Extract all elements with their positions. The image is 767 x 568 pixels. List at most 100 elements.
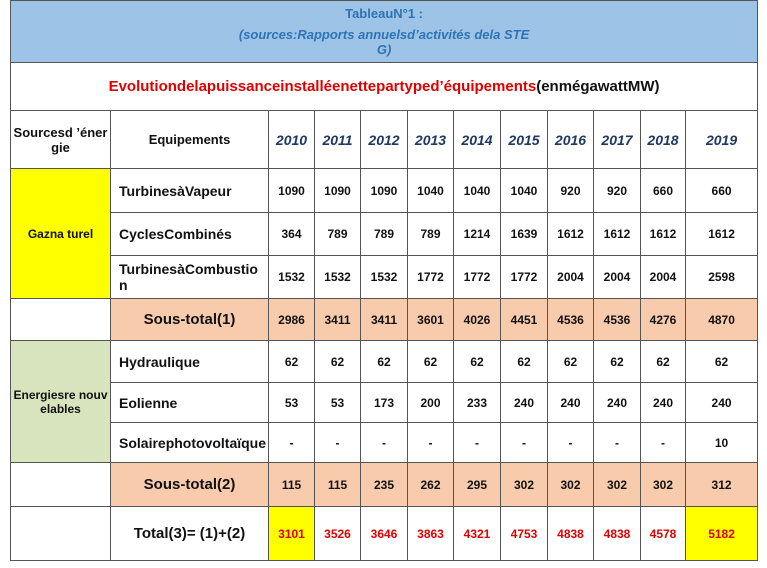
row-label: TurbinesàVapeur [110,168,269,213]
value-cell: 789 [407,212,454,256]
total-value: 3646 [360,506,408,561]
value-cell: 62 [500,340,548,383]
table-row: CyclesCombinés 364 789 789 789 1214 1639 1612 16… [11,212,759,256]
value-cell: 240 [500,382,548,423]
value-cell: 233 [453,382,501,423]
column-header: Sourcesd ’énergie [10,110,111,169]
subtotal-value: 302 [593,462,641,507]
subtotal-value: 3601 [407,298,454,341]
total-value: 3526 [314,506,361,561]
subtotal-value: 295 [453,462,501,507]
subtotal-label: Sous-total(1) [110,298,269,341]
table-row: Sourcesd ’énergie Equipements 2010 2011 2012… [10,110,759,169]
subtotal-value: 4276 [640,298,686,341]
subtotal-value: 302 [640,462,686,507]
value-cell: 2598 [684,255,759,299]
total-value: 4578 [640,506,686,561]
value-cell: 200 [407,382,454,423]
group-label: Energiesre nouvelables [10,340,111,463]
header-cell: TableauN°1 : (sources:Rapports annuelsd’a… [9,0,759,63]
value-cell: 62 [547,340,594,383]
value-cell: 920 [593,168,641,213]
group-label: Gazna turel [10,168,111,299]
value-cell: 173 [360,382,408,423]
subtotal-value: 302 [547,462,594,507]
value-cell: 53 [268,382,315,423]
column-header: 2016 [547,110,594,169]
subtotal-value: 4026 [453,298,501,341]
value-cell: 1612 [547,212,594,256]
column-header: 2012 [360,110,408,169]
value-cell: 1772 [453,255,501,299]
column-header: 2019 [684,110,759,169]
total-value: 4321 [453,506,501,561]
column-header: Equipements [110,110,269,169]
value-cell: 62 [453,340,501,383]
empty-cell [10,298,111,341]
column-header: 2014 [453,110,501,169]
total-value: 4753 [500,506,548,561]
table-row: TurbinesàCombustion 1532 1532 1532 1772 1772 1… [11,255,759,299]
subtotal-value: 4536 [547,298,594,341]
subtotal-value: 2986 [268,298,315,341]
value-cell: 240 [593,382,641,423]
value-cell: - [360,422,408,463]
table-title-cell: Evolutiondelapuissanceinstalléenettepart… [9,62,759,111]
table-row: Sous-total(2) 115 115 235 262 295 302 302 302 302… [10,462,759,507]
value-cell: 660 [640,168,686,213]
subtotal-value: 115 [268,462,315,507]
value-cell: 62 [684,340,759,383]
column-header: 2011 [314,110,361,169]
row-label: Eolienne [110,382,269,423]
value-cell: 364 [268,212,315,256]
subtotal-label: Sous-total(2) [110,462,269,507]
subtotal-value: 115 [314,462,361,507]
value-cell: 1214 [453,212,501,256]
value-cell: - [640,422,686,463]
table-row: Gazna turel TurbinesàVapeur 1090 1090 1090 10… [10,168,759,299]
subtotal-value: 262 [407,462,454,507]
table-row: Energiesre nouvelables Hydraulique 62 62 62 6… [10,340,759,463]
value-cell: 240 [547,382,594,423]
row-label: Solairephotovoltaïque [110,422,269,463]
value-cell: 240 [684,382,759,423]
value-cell: 789 [360,212,408,256]
value-cell: 1532 [360,255,408,299]
value-cell: 1090 [314,168,361,213]
value-cell: 2004 [640,255,686,299]
value-cell: 53 [314,382,361,423]
table-unit: (enmégawattMW) [536,78,660,95]
column-header: 2013 [407,110,454,169]
subtotal-value: 302 [500,462,548,507]
total-value: 4838 [593,506,641,561]
value-cell: 10 [684,422,759,463]
value-cell: 62 [360,340,408,383]
value-cell: 1040 [407,168,454,213]
table-title: Evolutiondelapuissanceinstalléenettepart… [108,78,537,95]
subtotal-value: 4870 [684,298,759,341]
value-cell: 1532 [268,255,315,299]
total-value: 5182 [684,506,759,561]
value-cell: 1532 [314,255,361,299]
value-cell: 1612 [684,212,759,256]
table-row: Sous-total(1) 2986 3411 3411 3601 4026 4451 453… [10,298,759,341]
header-source: (sources:Rapports annuelsd’activités del… [238,27,530,57]
total-value: 3101 [268,506,315,561]
value-cell: 920 [547,168,594,213]
total-value: 4838 [547,506,594,561]
value-cell: 1040 [453,168,501,213]
value-cell: 1639 [500,212,548,256]
value-cell: - [314,422,361,463]
table-row: Solairephotovoltaïque - - - - - - - - -10 [11,422,759,463]
empty-cell [10,462,111,507]
value-cell: - [547,422,594,463]
value-cell: 1612 [593,212,641,256]
subtotal-value: 312 [684,462,759,507]
column-header: 2015 [500,110,548,169]
value-cell: 1090 [360,168,408,213]
value-cell: 1040 [500,168,548,213]
subtotal-value: 3411 [314,298,361,341]
table-row: Evolutiondelapuissanceinstalléenettepart… [9,62,759,111]
row-label: Hydraulique [110,340,269,383]
